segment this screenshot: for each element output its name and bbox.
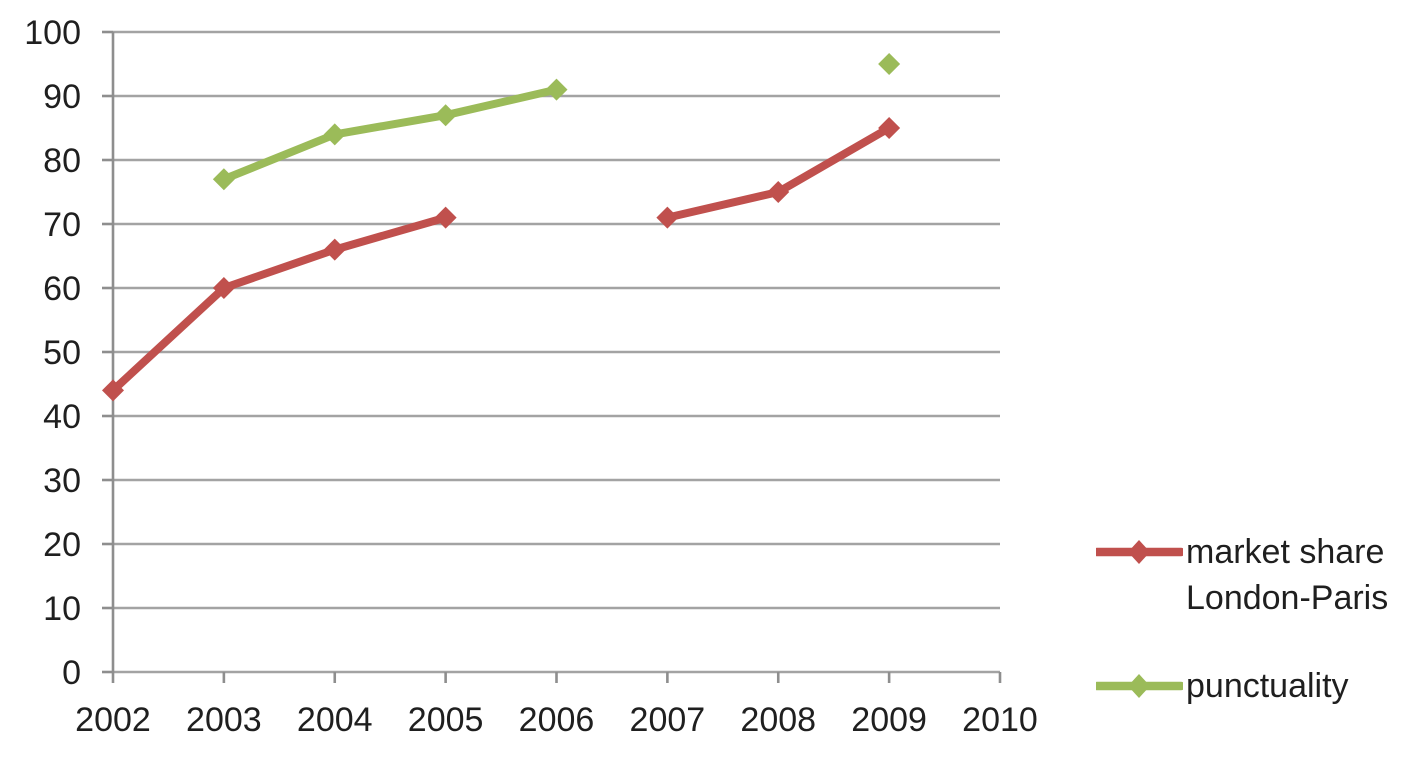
x-tick-label: 2005 [408, 701, 484, 739]
legend-line-marker-red [1096, 540, 1183, 564]
legend-label-line: punctuality [1186, 667, 1349, 705]
legend-label-line: London-Paris [1186, 579, 1389, 617]
diamond-marker-icon [767, 181, 790, 203]
legend-label-line: market share [1186, 533, 1385, 571]
legend-entry-market-share: market share London-Paris [1096, 529, 1388, 621]
diamond-marker-icon [656, 206, 679, 229]
x-tick-label: 2004 [297, 701, 373, 739]
diamond-marker-icon [323, 123, 346, 146]
x-tick-label: 2008 [740, 701, 816, 739]
chart-legend: market share London-Paris punctuality [1096, 529, 1388, 709]
diamond-marker-icon [434, 104, 457, 127]
x-tick-label: 2007 [630, 701, 706, 739]
y-tick-label: 0 [62, 654, 81, 692]
x-tick-label: 2010 [962, 701, 1038, 739]
y-tick-label: 50 [43, 334, 81, 372]
diamond-marker-icon [1128, 540, 1150, 564]
y-tick-label: 20 [43, 526, 81, 564]
y-tick-label: 70 [43, 206, 81, 244]
legend-entry-punctuality: punctuality [1096, 663, 1388, 709]
series-line [109, 213, 450, 395]
legend-label-market-share: market share London-Paris [1186, 529, 1388, 621]
diamond-marker-icon [878, 117, 901, 139]
diamond-marker-icon [102, 379, 124, 402]
x-tick-label: 2003 [186, 701, 262, 739]
y-tick-label: 40 [43, 398, 81, 436]
x-tick-label: 2002 [75, 701, 151, 739]
y-tick-label: 80 [43, 142, 81, 180]
diamond-marker-icon [434, 206, 457, 229]
legend-label-punctuality: punctuality [1186, 663, 1349, 709]
series-line [219, 85, 561, 184]
y-tick-label: 90 [43, 78, 81, 116]
series-line [663, 124, 894, 222]
y-tick-label: 10 [43, 590, 81, 628]
y-tick-label: 30 [43, 462, 81, 500]
diamond-marker-icon [212, 168, 235, 191]
y-tick-label: 60 [43, 270, 81, 308]
legend-line-marker-green [1096, 674, 1183, 698]
y-tick-label: 100 [24, 14, 81, 52]
diamond-marker-icon [212, 277, 235, 299]
diamond-marker-icon [878, 53, 901, 75]
x-tick-label: 2009 [851, 701, 927, 739]
x-tick-label: 2006 [519, 701, 595, 739]
diamond-marker-icon [1128, 674, 1150, 698]
diamond-marker-icon [545, 78, 568, 101]
diamond-marker-icon [323, 238, 346, 261]
